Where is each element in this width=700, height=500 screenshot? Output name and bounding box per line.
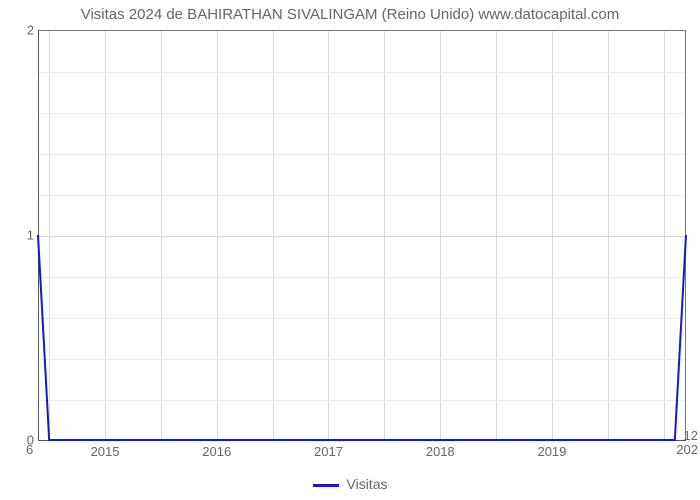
x-edge-label-right: 202: [676, 442, 698, 457]
x-tick-label: 2018: [426, 444, 455, 459]
y-tick-label: 0: [4, 433, 34, 448]
x-tick-label: 2015: [91, 444, 120, 459]
chart-container: Visitas 2024 de BAHIRATHAN SIVALINGAM (R…: [0, 0, 700, 500]
x-tick-label: 2017: [314, 444, 343, 459]
legend-swatch: [313, 484, 339, 487]
series-line-layer: [38, 30, 686, 440]
series-line: [38, 235, 686, 440]
chart-title: Visitas 2024 de BAHIRATHAN SIVALINGAM (R…: [0, 6, 700, 23]
legend: Visitas: [0, 476, 700, 492]
y-edge-label-right-top: 12: [684, 428, 698, 443]
x-tick-label: 2019: [537, 444, 566, 459]
legend-label: Visitas: [347, 476, 388, 492]
y-tick-label: 1: [4, 228, 34, 243]
x-tick-label: 2016: [202, 444, 231, 459]
y-tick-label: 2: [4, 23, 34, 38]
